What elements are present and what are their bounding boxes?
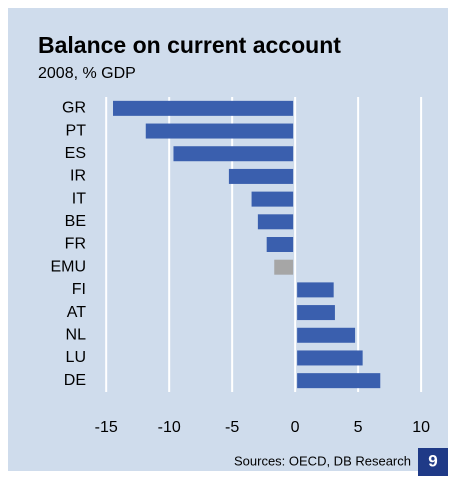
x-tick-label: 5 (354, 419, 363, 436)
figure-badge (418, 448, 448, 476)
bar (274, 259, 294, 275)
bar (257, 214, 294, 230)
y-tick-label: FI (72, 281, 86, 298)
bar (297, 350, 363, 366)
plot: -15 -10 -5 0 5 10 GR PT ES IR IT BE FR EMU FI AT NL LU DE (50, 97, 430, 436)
y-tick-label: BE (65, 213, 86, 230)
bar (297, 373, 381, 389)
bar (228, 168, 294, 184)
y-tick-label: NL (66, 326, 87, 343)
bar (251, 191, 294, 207)
x-tick-label: -10 (158, 419, 181, 436)
figure-number: 9 (428, 451, 437, 470)
x-tick-label: 0 (291, 419, 300, 436)
y-tick-label: PT (66, 122, 87, 139)
chart-subtitle: 2008, % GDP (38, 65, 136, 82)
y-tick-label: LU (66, 349, 86, 366)
x-tick-label: -5 (225, 419, 239, 436)
x-tick-label: -15 (95, 419, 118, 436)
y-tick-label: EMU (50, 258, 86, 275)
y-tick-label: ES (65, 145, 86, 162)
bar (297, 282, 334, 298)
bar (113, 100, 294, 116)
x-tick-label: 10 (412, 419, 430, 436)
y-tick-label: FR (65, 236, 86, 253)
source: Sources: OECD, DB Research (234, 453, 411, 468)
y-tick-label: IT (72, 190, 86, 207)
bar (297, 327, 356, 343)
y-tick-label: AT (67, 304, 86, 321)
bar (173, 146, 294, 162)
y-tick-label: DE (64, 372, 86, 389)
bar (266, 237, 294, 252)
bar (297, 305, 335, 321)
chart-title: Balance on current account (38, 32, 341, 58)
y-tick-label: IR (70, 168, 86, 185)
y-tick-label: GR (62, 100, 86, 117)
bar (145, 123, 294, 139)
background (8, 8, 448, 471)
